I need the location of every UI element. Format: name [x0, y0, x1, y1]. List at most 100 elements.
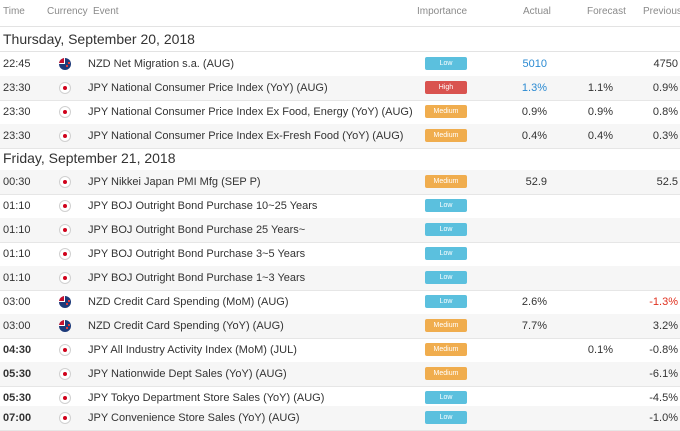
previous-value: -4.5%: [649, 392, 678, 404]
table-row[interactable]: 05:30 JPY Tokyo Department Store Sales (…: [0, 386, 680, 411]
event-time: 01:10: [3, 272, 31, 284]
nz-flag-icon: [59, 58, 71, 70]
event-time: 00:30: [3, 176, 31, 188]
header-actual[interactable]: Actual: [523, 6, 551, 17]
jp-flag-icon: [59, 248, 71, 260]
event-time: 05:30: [3, 392, 32, 404]
importance-badge: High: [425, 81, 467, 94]
event-time: 04:30: [3, 344, 32, 356]
day-header: Thursday, September 20, 2018: [0, 27, 680, 52]
importance-badge: Low: [425, 411, 467, 424]
header-event[interactable]: Event: [93, 6, 119, 17]
table-row[interactable]: 00:30 JPY Nikkei Japan PMI Mfg (SEP P) M…: [0, 170, 680, 195]
table-header: Time Currency Event Importance Actual Fo…: [0, 0, 680, 27]
importance-badge: Medium: [425, 367, 467, 380]
header-forecast[interactable]: Forecast: [587, 6, 626, 17]
actual-value: 5010: [522, 58, 547, 70]
importance-badge: Medium: [425, 343, 467, 356]
event-name[interactable]: NZD Credit Card Spending (YoY) (AUG): [88, 320, 284, 332]
table-row[interactable]: 01:10 JPY BOJ Outright Bond Purchase 10~…: [0, 194, 680, 219]
table-row[interactable]: 23:30 JPY National Consumer Price Index …: [0, 124, 680, 149]
event-time: 23:30: [3, 106, 31, 118]
event-time: 05:30: [3, 368, 32, 380]
event-name[interactable]: JPY Tokyo Department Store Sales (YoY) (…: [88, 392, 325, 404]
actual-value: 1.3%: [521, 82, 547, 94]
event-name[interactable]: NZD Net Migration s.a. (AUG): [88, 58, 235, 70]
table-row[interactable]: 04:30 JPY All Industry Activity Index (M…: [0, 338, 680, 363]
table-row[interactable]: 01:10 JPY BOJ Outright Bond Purchase 3~5…: [0, 242, 680, 267]
event-name[interactable]: JPY National Consumer Price Index Ex-Fre…: [88, 130, 404, 142]
previous-value: -1.0%: [649, 412, 678, 424]
previous-value: -1.3%: [649, 296, 678, 308]
actual-value: 2.6%: [521, 296, 547, 308]
header-currency[interactable]: Currency: [47, 6, 88, 17]
importance-badge: Low: [425, 295, 467, 308]
table-row[interactable]: 01:10 JPY BOJ Outright Bond Purchase 25 …: [0, 218, 680, 243]
previous-value: 0.9%: [652, 82, 678, 94]
actual-value: 7.7%: [521, 320, 547, 332]
forecast-value: 0.4%: [587, 130, 613, 142]
header-importance[interactable]: Importance: [417, 6, 468, 17]
event-name[interactable]: JPY National Consumer Price Index (YoY) …: [88, 82, 328, 94]
event-name[interactable]: JPY Nationwide Dept Sales (YoY) (AUG): [88, 368, 287, 380]
jp-flag-icon: [59, 412, 71, 424]
forecast-value: 0.9%: [587, 106, 613, 118]
event-name[interactable]: JPY BOJ Outright Bond Purchase 1~3 Years: [88, 272, 306, 284]
header-previous[interactable]: Previous: [643, 6, 680, 17]
event-time: 01:10: [3, 224, 31, 236]
table-row[interactable]: 22:45 NZD Net Migration s.a. (AUG) Low 5…: [0, 52, 680, 77]
header-time[interactable]: Time: [3, 6, 25, 17]
event-name[interactable]: NZD Credit Card Spending (MoM) (AUG): [88, 296, 289, 308]
actual-value: 0.4%: [521, 130, 547, 142]
jp-flag-icon: [59, 176, 71, 188]
previous-value: -0.8%: [649, 344, 678, 356]
jp-flag-icon: [59, 344, 71, 356]
event-name[interactable]: JPY BOJ Outright Bond Purchase 10~25 Yea…: [88, 200, 318, 212]
table-row[interactable]: 23:30 JPY National Consumer Price Index …: [0, 100, 680, 125]
event-time: 23:30: [3, 130, 31, 142]
importance-badge: Low: [425, 271, 467, 284]
table-row[interactable]: 05:30 JPY Nationwide Dept Sales (YoY) (A…: [0, 362, 680, 387]
day-title: Thursday, September 20, 2018: [3, 31, 195, 47]
table-row[interactable]: 03:00 NZD Credit Card Spending (YoY) (AU…: [0, 314, 680, 339]
jp-flag-icon: [59, 106, 71, 118]
jp-flag-icon: [59, 200, 71, 212]
event-name[interactable]: JPY BOJ Outright Bond Purchase 3~5 Years: [88, 248, 306, 260]
event-name[interactable]: JPY Convenience Store Sales (YoY) (AUG): [88, 412, 300, 424]
previous-value: 4750: [653, 58, 678, 70]
importance-badge: Low: [425, 223, 467, 236]
event-time: 01:10: [3, 200, 31, 212]
event-name[interactable]: JPY Nikkei Japan PMI Mfg (SEP P): [88, 176, 261, 188]
table-row[interactable]: 23:30 JPY National Consumer Price Index …: [0, 76, 680, 101]
jp-flag-icon: [59, 272, 71, 284]
importance-badge: Medium: [425, 129, 467, 142]
table-row[interactable]: 01:10 JPY BOJ Outright Bond Purchase 1~3…: [0, 266, 680, 291]
forecast-value: 1.1%: [587, 82, 613, 94]
forecast-value: 0.1%: [587, 344, 613, 356]
event-time: 03:00: [3, 320, 31, 332]
importance-badge: Low: [425, 247, 467, 260]
previous-value: -6.1%: [649, 368, 678, 380]
table-row[interactable]: 07:00 JPY Convenience Store Sales (YoY) …: [0, 406, 680, 431]
event-time: 07:00: [3, 412, 32, 424]
event-name[interactable]: JPY National Consumer Price Index Ex Foo…: [88, 106, 413, 118]
previous-value: 0.3%: [652, 130, 678, 142]
jp-flag-icon: [59, 82, 71, 94]
importance-badge: Medium: [425, 319, 467, 332]
table-row[interactable]: 03:00 NZD Credit Card Spending (MoM) (AU…: [0, 290, 680, 315]
actual-value: 0.9%: [521, 106, 547, 118]
nz-flag-icon: [59, 320, 71, 332]
jp-flag-icon: [59, 224, 71, 236]
importance-badge: Low: [425, 391, 467, 404]
previous-value: 0.8%: [652, 106, 678, 118]
jp-flag-icon: [59, 130, 71, 142]
day-header: Friday, September 21, 2018: [0, 146, 680, 171]
previous-value: 52.5: [656, 176, 678, 188]
event-time: 01:10: [3, 248, 31, 260]
jp-flag-icon: [59, 368, 71, 380]
importance-badge: Low: [425, 199, 467, 212]
event-name[interactable]: JPY BOJ Outright Bond Purchase 25 Years~: [88, 224, 306, 236]
event-name[interactable]: JPY All Industry Activity Index (MoM) (J…: [88, 344, 297, 356]
day-title: Friday, September 21, 2018: [3, 150, 176, 166]
nz-flag-icon: [59, 296, 71, 308]
